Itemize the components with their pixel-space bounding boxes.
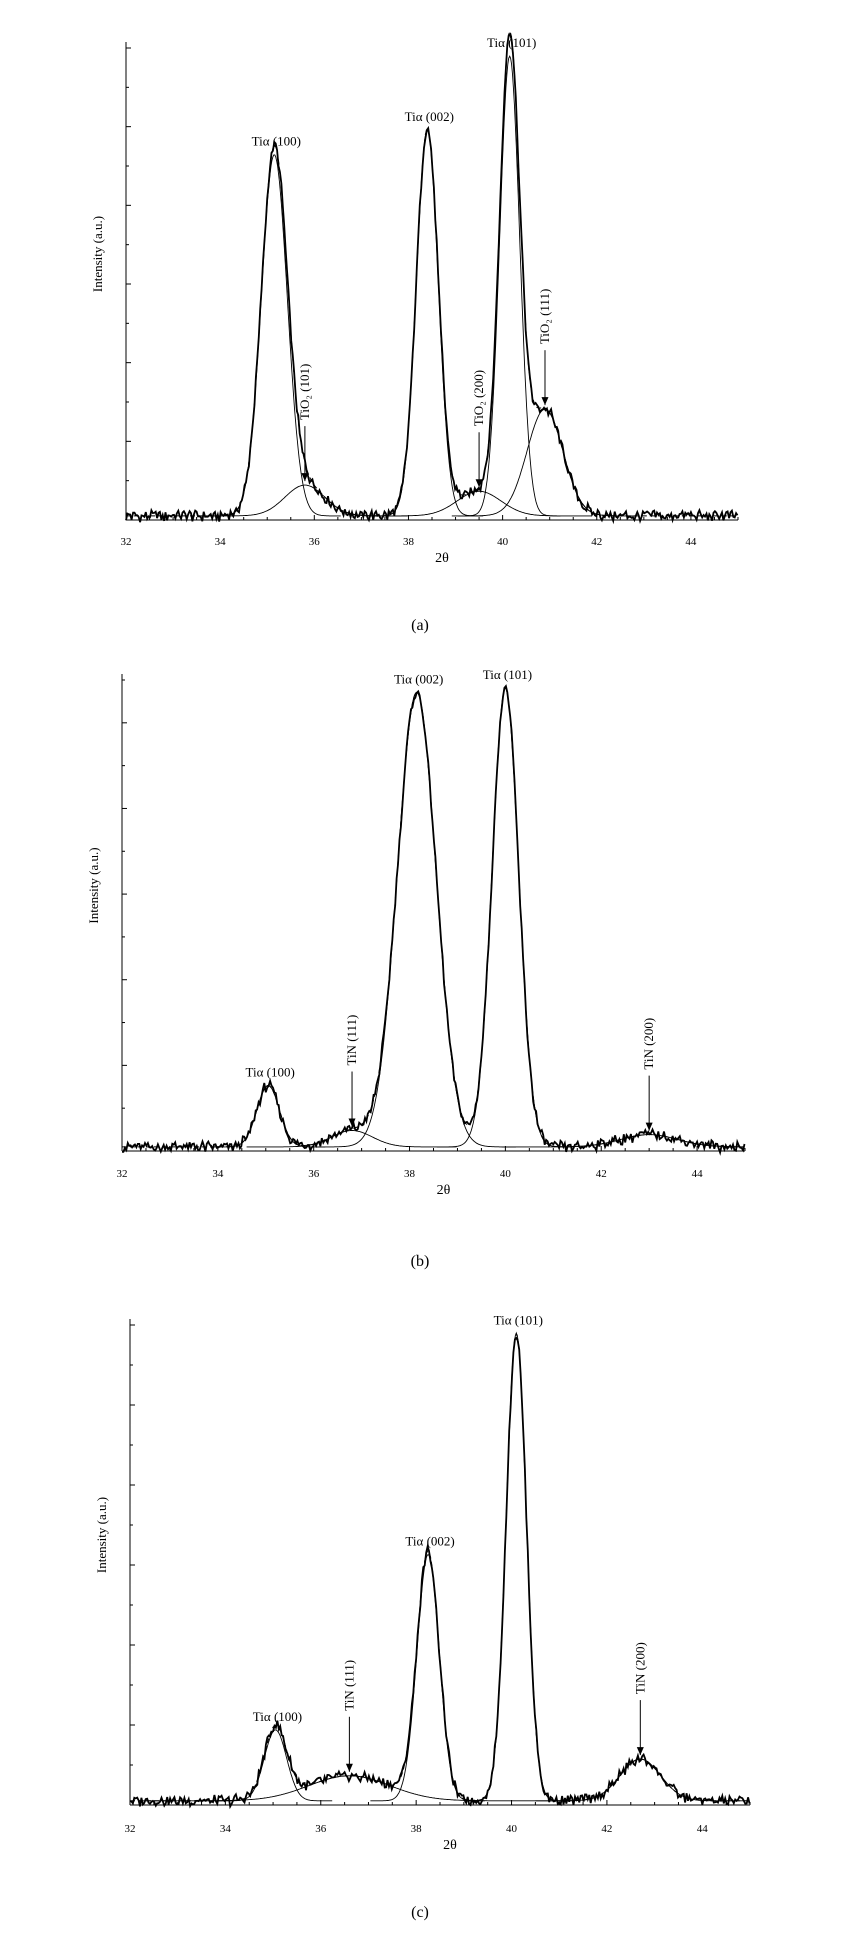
peak-label: TiN (111)	[344, 1015, 359, 1066]
x-tick-label: 38	[404, 1168, 416, 1180]
peak-label: Tiα (002)	[405, 109, 454, 124]
panel-a-chart: 32 34 36 38 40 42 44 2θ Intensity (a.u.) Tiα (100…	[90, 29, 739, 566]
peak-arrowhead	[645, 1122, 653, 1131]
x-tick-label: 44	[697, 1823, 709, 1835]
component-peak	[316, 691, 516, 1148]
peak-arrowhead	[475, 479, 483, 488]
measured-pattern-line	[122, 684, 746, 1156]
peak-label: Tiα (002)	[394, 671, 443, 686]
x-axis-label: 2θ	[435, 551, 449, 566]
measured-pattern-line	[129, 1336, 751, 1810]
x-tick-label: 32	[125, 1823, 136, 1835]
y-axis-label: Intensity (a.u.)	[90, 216, 105, 292]
x-tick-label: 38	[411, 1823, 423, 1835]
component-peak	[370, 129, 484, 517]
peak-label: Tiα (100)	[253, 1709, 302, 1724]
component-peak	[463, 1332, 568, 1802]
x-tick-label: 42	[596, 1168, 607, 1180]
peak-label: Tiα (002)	[405, 1534, 454, 1549]
x-axis-label: 2θ	[443, 1838, 457, 1853]
x-tick-label: 34	[215, 536, 227, 548]
panel-b-chart: 32 34 36 38 40 42 44 2θ Intensity (a.u.) Tiα (100…	[86, 667, 746, 1198]
x-tick-label: 32	[117, 1168, 128, 1180]
peak-label: Tiα (100)	[252, 134, 301, 149]
x-tick-label: 40	[497, 536, 509, 548]
component-peak	[457, 55, 561, 517]
component-peak	[370, 1554, 485, 1802]
component-peak	[436, 688, 573, 1148]
peak-label: Tiα (100)	[246, 1064, 295, 1079]
fitted-sum-line	[130, 1331, 750, 1802]
peak-label: TiO₂ (101)	[297, 364, 312, 420]
peak-label: TiO₂ (200)	[471, 370, 486, 426]
peak-arrowhead	[348, 1118, 356, 1127]
panel-label-c: (c)	[411, 1904, 429, 1921]
panel-label-b: (b)	[411, 1253, 430, 1270]
peak-arrowhead	[345, 1763, 353, 1772]
x-tick-label: 34	[212, 1168, 224, 1180]
x-tick-label: 36	[309, 536, 321, 548]
x-tick-label: 40	[506, 1823, 518, 1835]
x-tick-label: 36	[308, 1168, 320, 1180]
peak-label: Tiα (101)	[483, 667, 532, 682]
fitted-sum-line	[126, 29, 738, 517]
measured-pattern-line	[125, 32, 739, 525]
fitted-sum-line	[122, 687, 745, 1148]
peak-label: TiN (200)	[632, 1642, 647, 1694]
component-peak	[210, 1085, 326, 1148]
y-axis-label: Intensity (a.u.)	[94, 1497, 109, 1573]
x-tick-label: 44	[685, 536, 697, 548]
x-tick-label: 42	[591, 536, 602, 548]
component-peak	[535, 1758, 745, 1802]
y-axis-label: Intensity (a.u.)	[86, 847, 101, 923]
peak-arrowhead	[636, 1747, 644, 1756]
peak-arrowhead	[541, 397, 549, 406]
panel-c-chart: 32 34 36 38 40 42 44 2θ Intensity (a.u.) Tiα (100…	[94, 1312, 751, 1853]
component-peak	[246, 1130, 457, 1148]
x-tick-label: 42	[601, 1823, 612, 1835]
component-peak	[217, 1729, 333, 1802]
peak-label: TiN (200)	[641, 1018, 656, 1070]
x-tick-label: 34	[220, 1823, 232, 1835]
x-tick-label: 32	[121, 536, 132, 548]
peak-label: TiO₂ (111)	[537, 289, 552, 344]
x-tick-label: 38	[403, 536, 415, 548]
x-tick-label: 36	[315, 1823, 327, 1835]
x-tick-label: 44	[692, 1168, 704, 1180]
peak-label: Tiα (101)	[494, 1312, 543, 1327]
panel-label-a: (a)	[411, 617, 429, 634]
x-tick-label: 40	[500, 1168, 512, 1180]
peak-arrowhead	[301, 473, 309, 482]
x-axis-label: 2θ	[437, 1183, 451, 1198]
peak-label: Tiα (101)	[487, 35, 536, 50]
peak-label: TiN (111)	[341, 1660, 356, 1711]
component-peak	[207, 154, 341, 517]
